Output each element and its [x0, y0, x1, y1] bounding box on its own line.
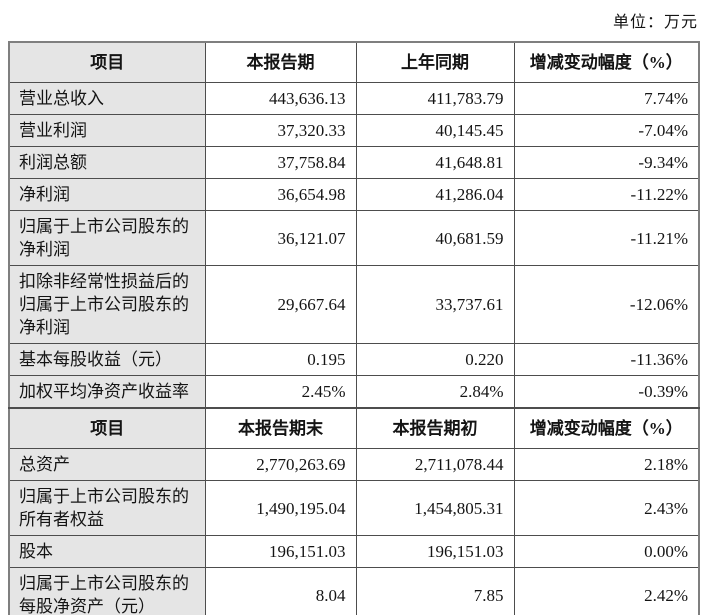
table-row-operating-profit: 营业利润 37,320.33 40,145.45 -7.04% [8, 114, 700, 147]
prior-period-value: 41,286.04 [355, 178, 515, 211]
col-header-period-start: 本报告期初 [355, 407, 515, 449]
prior-period-value: 411,783.79 [355, 82, 515, 115]
change-value: -11.36% [513, 343, 700, 376]
col-header-current-period: 本报告期 [204, 41, 357, 83]
prior-period-value: 41,648.81 [355, 146, 515, 179]
period-start-value: 7.85 [355, 567, 515, 615]
current-period-value: 37,320.33 [204, 114, 357, 147]
row-label: 归属于上市公司股东的所有者权益 [8, 480, 206, 536]
row-label: 归属于上市公司股东的净利润 [8, 210, 206, 266]
prior-period-value: 40,145.45 [355, 114, 515, 147]
table-row-share-capital: 股本 196,151.03 196,151.03 0.00% [8, 535, 700, 568]
period-start-value: 196,151.03 [355, 535, 515, 568]
col-header-prior-period: 上年同期 [355, 41, 515, 83]
row-label: 利润总额 [8, 146, 206, 179]
row-label: 股本 [8, 535, 206, 568]
row-label: 营业利润 [8, 114, 206, 147]
table-row-net-assets-per-share: 归属于上市公司股东的每股净资产（元） 8.04 7.85 2.42% [8, 567, 700, 615]
row-label: 基本每股收益（元） [8, 343, 206, 376]
change-value: -7.04% [513, 114, 700, 147]
table-row-net-profit-attributable: 归属于上市公司股东的净利润 36,121.07 40,681.59 -11.21… [8, 210, 700, 266]
row-label: 总资产 [8, 448, 206, 481]
change-value: -12.06% [513, 265, 700, 344]
col-header-item: 项目 [8, 41, 206, 83]
change-value: 2.42% [513, 567, 700, 615]
period-start-value: 1,454,805.31 [355, 480, 515, 536]
prior-period-value: 33,737.61 [355, 265, 515, 344]
row-label: 归属于上市公司股东的每股净资产（元） [8, 567, 206, 615]
row-label: 净利润 [8, 178, 206, 211]
col-header-change: 增减变动幅度（%） [513, 41, 700, 83]
col-header-item: 项目 [8, 407, 206, 449]
table-row-total-assets: 总资产 2,770,263.69 2,711,078.44 2.18% [8, 448, 700, 481]
prior-period-value: 40,681.59 [355, 210, 515, 266]
change-value: 2.18% [513, 448, 700, 481]
row-label: 扣除非经常性损益后的归属于上市公司股东的净利润 [8, 265, 206, 344]
current-period-value: 443,636.13 [204, 82, 357, 115]
change-value: 2.43% [513, 480, 700, 536]
table-row-weighted-avg-roe: 加权平均净资产收益率 2.45% 2.84% -0.39% [8, 375, 700, 409]
current-period-value: 29,667.64 [204, 265, 357, 344]
col-header-change: 增减变动幅度（%） [513, 407, 700, 449]
change-value: -0.39% [513, 375, 700, 409]
period-end-value: 196,151.03 [204, 535, 357, 568]
table-row-net-profit-after-nonrecurring: 扣除非经常性损益后的归属于上市公司股东的净利润 29,667.64 33,737… [8, 265, 700, 344]
table-row-basic-eps: 基本每股收益（元） 0.195 0.220 -11.36% [8, 343, 700, 376]
change-value: -11.21% [513, 210, 700, 266]
change-value: -9.34% [513, 146, 700, 179]
row-label: 加权平均净资产收益率 [8, 375, 206, 409]
current-period-value: 36,121.07 [204, 210, 357, 266]
table-row-total-profit: 利润总额 37,758.84 41,648.81 -9.34% [8, 146, 700, 179]
table-row-total-revenue: 营业总收入 443,636.13 411,783.79 7.74% [8, 82, 700, 115]
period-end-value: 2,770,263.69 [204, 448, 357, 481]
current-period-value: 0.195 [204, 343, 357, 376]
period-end-value: 8.04 [204, 567, 357, 615]
period-end-value: 1,490,195.04 [204, 480, 357, 536]
change-value: 0.00% [513, 535, 700, 568]
change-value: -11.22% [513, 178, 700, 211]
period-start-value: 2,711,078.44 [355, 448, 515, 481]
prior-period-value: 0.220 [355, 343, 515, 376]
financial-summary-table: 项目 本报告期 上年同期 增减变动幅度（%） 营业总收入 443,636.13 … [8, 41, 700, 615]
col-header-period-end: 本报告期末 [204, 407, 357, 449]
row-label: 营业总收入 [8, 82, 206, 115]
table-row-net-profit: 净利润 36,654.98 41,286.04 -11.22% [8, 178, 700, 211]
section2-header-row: 项目 本报告期末 本报告期初 增减变动幅度（%） [8, 407, 700, 449]
change-value: 7.74% [513, 82, 700, 115]
unit-label: 单位：万元 [612, 14, 698, 31]
current-period-value: 37,758.84 [204, 146, 357, 179]
current-period-value: 2.45% [204, 375, 357, 409]
current-period-value: 36,654.98 [204, 178, 357, 211]
table-row-equity-attributable: 归属于上市公司股东的所有者权益 1,490,195.04 1,454,805.3… [8, 480, 700, 536]
section1-header-row: 项目 本报告期 上年同期 增减变动幅度（%） [8, 41, 700, 83]
prior-period-value: 2.84% [355, 375, 515, 409]
